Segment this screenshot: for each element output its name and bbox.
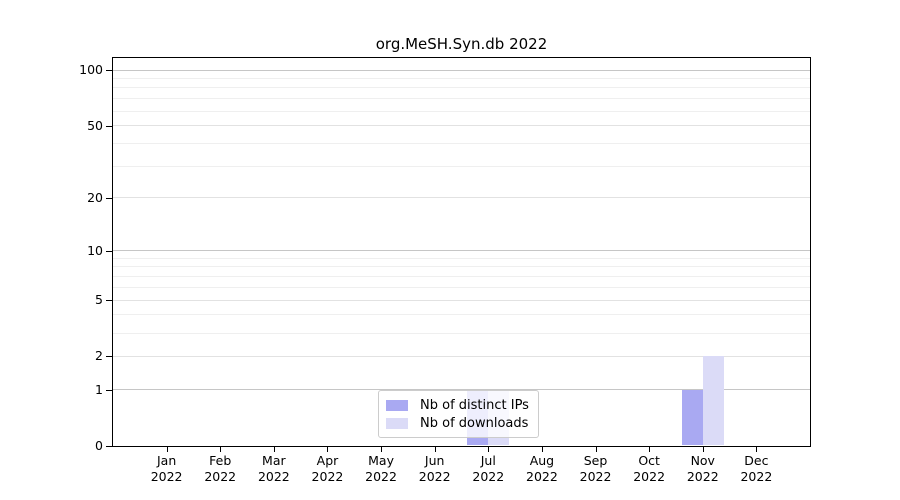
y-tick-50 <box>106 125 113 127</box>
gridline-y-20 <box>113 197 810 199</box>
x-tick-label-may: May 2022 <box>349 453 413 485</box>
x-tick-label-year: 2022 <box>633 469 666 484</box>
gridline-y-2 <box>113 355 810 357</box>
gridline-y-5 <box>113 299 810 301</box>
bar-downloads-nov <box>702 356 724 445</box>
plot-area <box>112 57 811 447</box>
x-tick-label-mar: Mar 2022 <box>242 453 306 485</box>
x-tick-label-nov: Nov 2022 <box>671 453 735 485</box>
gridline-y-60 <box>113 110 810 112</box>
x-tick-label-jul: Jul 2022 <box>456 453 520 485</box>
x-tick-nov <box>702 447 704 452</box>
y-tick-label-20: 20 <box>87 189 103 205</box>
gridline-y-10 <box>113 250 810 252</box>
y-tick-label-0: 0 <box>95 438 103 453</box>
x-tick-label-year: 2022 <box>311 469 344 484</box>
gridline-y-70 <box>113 98 810 100</box>
legend-item-downloads: Nb of downloads <box>386 414 529 432</box>
x-tick-label-year: 2022 <box>418 469 451 484</box>
x-tick-label-jan: Jan 2022 <box>135 453 199 485</box>
x-tick-label-aug: Aug 2022 <box>510 453 574 485</box>
y-tick-label-2: 2 <box>95 348 103 364</box>
gridline-y-40 <box>113 142 810 144</box>
gridline-y-8 <box>113 266 810 268</box>
x-tick-label-year: 2022 <box>740 469 773 484</box>
gridline-y-90 <box>113 77 810 79</box>
x-tick-sep <box>595 447 597 452</box>
x-tick-label-year: 2022 <box>579 469 612 484</box>
y-tick-label-100: 100 <box>79 62 103 77</box>
gridline-y-6 <box>113 286 810 288</box>
x-tick-dec <box>756 447 758 452</box>
y-tick-label-5: 5 <box>95 292 103 308</box>
x-tick-label-feb: Feb 2022 <box>188 453 252 485</box>
y-tick-20 <box>106 197 113 199</box>
legend-swatch-downloads-icon <box>386 417 408 429</box>
gridline-y-80 <box>113 87 810 89</box>
y-tick-10 <box>106 250 113 252</box>
x-tick-label-sep: Sep 2022 <box>564 453 628 485</box>
y-tick-1 <box>106 389 113 391</box>
gridline-y-3 <box>113 332 810 334</box>
x-tick-label-dec: Dec 2022 <box>724 453 788 485</box>
y-tick-label-1: 1 <box>95 381 103 397</box>
x-tick-label-year: 2022 <box>204 469 237 484</box>
y-tick-label-10: 10 <box>87 242 103 258</box>
x-tick-label-year: 2022 <box>686 469 719 484</box>
x-tick-apr <box>327 447 329 452</box>
y-tick-0 <box>106 446 113 447</box>
x-tick-label-year: 2022 <box>472 469 505 484</box>
x-tick-mar <box>273 447 275 452</box>
x-tick-label-year: 2022 <box>526 469 558 484</box>
gridline-y-7 <box>113 276 810 278</box>
x-tick-label-year: 2022 <box>150 469 183 484</box>
y-tick-label-50: 50 <box>87 117 103 133</box>
x-tick-jan <box>166 447 168 452</box>
x-tick-jun <box>434 447 436 452</box>
x-tick-label-year: 2022 <box>257 469 290 484</box>
y-tick-100 <box>106 70 113 71</box>
x-tick-feb <box>220 447 222 452</box>
y-tick-2 <box>106 356 113 358</box>
x-tick-aug <box>541 447 543 452</box>
gridline-y-100 <box>113 69 810 71</box>
legend-swatch-distinct-ips-icon <box>386 399 408 411</box>
legend: Nb of distinct IPs Nb of downloads <box>378 390 539 438</box>
x-tick-label-apr: Apr 2022 <box>295 453 359 485</box>
x-tick-label-jun: Jun 2022 <box>403 453 467 485</box>
bar-distinct-ips-nov <box>681 389 703 445</box>
x-tick-jul <box>488 447 490 452</box>
gridline-y-50 <box>113 125 810 127</box>
legend-label-distinct-ips: Nb of distinct IPs <box>420 397 529 413</box>
legend-item-distinct-ips: Nb of distinct IPs <box>386 396 529 414</box>
chart-title: org.MeSH.Syn.db 2022 <box>375 35 548 53</box>
x-tick-oct <box>649 447 651 452</box>
y-tick-5 <box>106 300 113 302</box>
gridline-y-30 <box>113 165 810 167</box>
x-tick-label-oct: Oct 2022 <box>617 453 681 485</box>
gridline-y-1 <box>113 389 810 391</box>
x-tick-may <box>381 447 383 452</box>
legend-label-downloads: Nb of downloads <box>420 415 529 431</box>
gridline-y-9 <box>113 257 810 259</box>
x-tick-label-year: 2022 <box>365 469 397 484</box>
gridline-y-4 <box>113 314 810 316</box>
